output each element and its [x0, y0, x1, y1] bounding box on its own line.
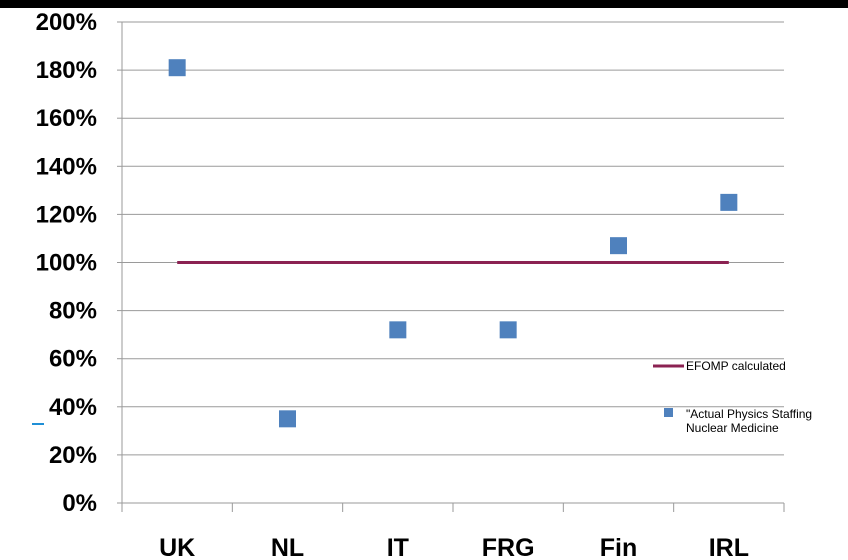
y-tick-label: 140%	[36, 153, 97, 180]
legend-marker-swatch	[664, 408, 673, 417]
y-tick-label: 0%	[62, 490, 97, 517]
slide-accent-mark	[32, 423, 44, 425]
data-point-nl	[279, 410, 296, 428]
data-point-frg	[499, 321, 517, 339]
y-tick-label: 100%	[36, 250, 97, 277]
y-tick-label: 40%	[49, 394, 97, 421]
x-tick-label: UK	[159, 534, 195, 560]
y-tick-label: 60%	[49, 346, 97, 373]
legend-label-actual-2: Nuclear Medicine	[686, 421, 779, 435]
x-tick-label: IT	[387, 534, 409, 560]
legend-label-efomp: EFOMP calculated	[686, 359, 786, 373]
top-black-bar	[0, 0, 848, 8]
legend-label-actual-1: "Actual Physics Staffing	[686, 407, 812, 421]
x-tick-label: FRG	[482, 534, 535, 560]
data-point-it	[389, 321, 407, 339]
data-point-fin	[610, 237, 627, 255]
x-tick-label: Fin	[600, 534, 638, 560]
x-tick-label: IRL	[709, 534, 749, 560]
data-point-irl	[720, 193, 738, 211]
y-tick-label: 200%	[36, 9, 97, 36]
y-tick-label: 160%	[36, 105, 97, 132]
x-tick-label: NL	[271, 534, 304, 560]
y-tick-label: 80%	[49, 298, 97, 325]
y-tick-label: 20%	[49, 442, 97, 469]
y-tick-label: 120%	[36, 201, 97, 228]
y-tick-label: 180%	[36, 57, 97, 84]
data-point-uk	[168, 59, 186, 77]
